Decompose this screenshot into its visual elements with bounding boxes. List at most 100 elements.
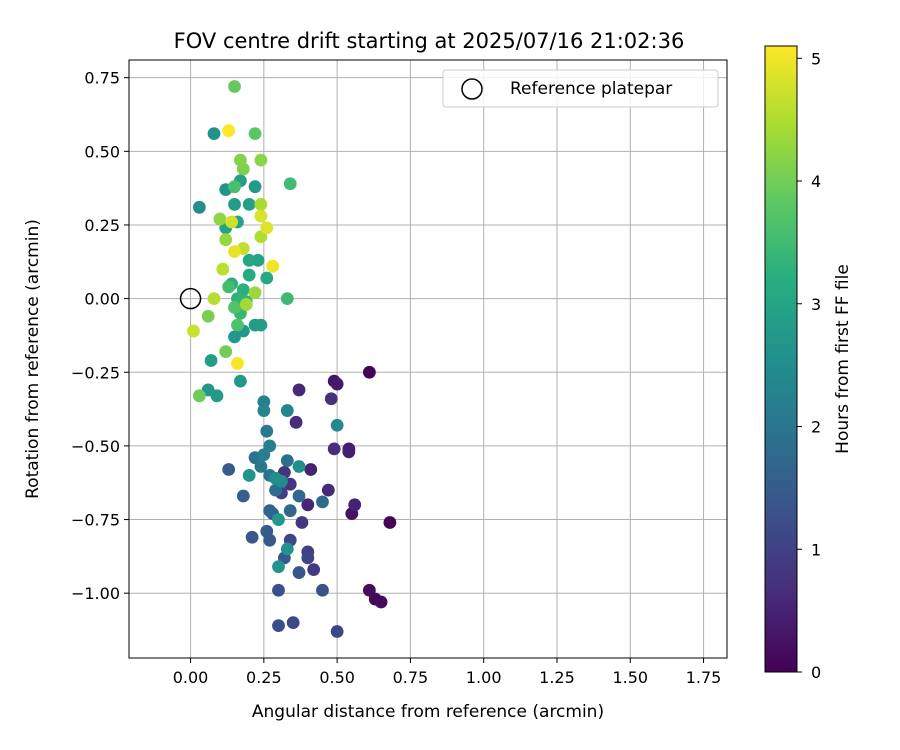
x-tick-label: 1.50 xyxy=(612,668,648,687)
data-point xyxy=(260,271,274,285)
data-point xyxy=(263,439,277,453)
data-point xyxy=(374,595,388,609)
data-points xyxy=(179,80,397,638)
data-point xyxy=(292,460,306,473)
data-point xyxy=(272,583,285,597)
x-axis-label: Angular distance from reference (arcmin) xyxy=(252,702,604,722)
y-tick-label: 0.75 xyxy=(84,69,120,88)
data-point xyxy=(216,262,230,276)
data-point xyxy=(242,197,256,211)
data-point xyxy=(292,383,306,397)
data-point xyxy=(272,619,285,632)
data-point xyxy=(187,324,200,338)
data-point xyxy=(192,200,206,214)
reference-platepar-marker xyxy=(179,287,202,310)
data-point xyxy=(348,498,362,512)
data-point xyxy=(222,280,236,294)
data-point xyxy=(248,180,262,194)
data-point xyxy=(272,513,285,526)
data-point xyxy=(321,483,335,497)
x-tick-label: 0.25 xyxy=(246,668,282,687)
plot-frame xyxy=(128,59,728,659)
data-point xyxy=(228,180,241,194)
data-point xyxy=(260,221,274,235)
data-point xyxy=(210,389,224,403)
data-point xyxy=(362,365,376,379)
data-point xyxy=(342,445,356,459)
data-point xyxy=(222,463,236,476)
data-point xyxy=(225,215,238,229)
y-tick-label: −0.75 xyxy=(71,511,120,530)
x-tick-label: 1.25 xyxy=(539,668,575,687)
x-tick-label: 1.00 xyxy=(466,668,502,687)
data-point xyxy=(245,530,259,544)
data-point xyxy=(260,524,274,538)
data-point xyxy=(295,516,309,529)
y-tick-label: 0.00 xyxy=(84,290,120,309)
data-point xyxy=(292,489,306,503)
data-point xyxy=(254,209,268,223)
data-point xyxy=(289,415,303,429)
colorbar-tick-label: 2 xyxy=(811,418,821,437)
data-point xyxy=(301,498,315,512)
x-axis-ticks: 0.00 0.25 0.50 0.75 1.00 1.25 1.50 1.75 xyxy=(173,658,722,687)
colorbar-tick-label: 1 xyxy=(811,540,821,559)
data-point xyxy=(254,460,268,473)
data-point xyxy=(266,259,280,273)
data-point xyxy=(248,286,262,300)
data-point xyxy=(254,197,268,211)
data-point xyxy=(204,354,218,367)
x-tick-label: 1.75 xyxy=(686,668,722,687)
colorbar-ticks: 0 1 2 3 4 5 xyxy=(797,49,821,682)
data-point xyxy=(207,127,221,141)
data-point xyxy=(239,298,253,311)
legend: Reference platepar xyxy=(442,69,719,108)
legend-marker xyxy=(461,78,483,100)
legend-entry: Reference platepar xyxy=(510,79,672,99)
data-point xyxy=(307,563,321,577)
data-point xyxy=(301,551,315,565)
colorbar-label: Hours from first FF file xyxy=(833,264,853,454)
colorbar: 0 1 2 3 4 5 Hours from first FF file xyxy=(764,45,853,682)
data-point xyxy=(324,392,338,406)
data-point xyxy=(362,583,376,597)
y-tick-label: −0.25 xyxy=(71,363,120,382)
data-point xyxy=(330,418,344,432)
data-point xyxy=(292,566,306,579)
data-point xyxy=(257,404,271,417)
data-point xyxy=(316,583,329,597)
data-point xyxy=(254,318,268,332)
data-point xyxy=(383,516,397,529)
data-point xyxy=(219,233,233,247)
data-point xyxy=(242,253,256,267)
data-point xyxy=(316,495,329,509)
data-point xyxy=(280,454,294,468)
data-point xyxy=(236,489,250,503)
data-point xyxy=(231,357,244,370)
data-point xyxy=(242,468,256,482)
data-point xyxy=(213,212,227,226)
data-point xyxy=(248,127,262,141)
data-point xyxy=(269,471,282,485)
data-point xyxy=(207,292,221,306)
colorbar-tick-label: 4 xyxy=(811,172,821,191)
y-axis-ticks: −1.00 −0.75 −0.50 −0.25 0.00 0.25 0.50 0.75 xyxy=(71,69,129,603)
data-point xyxy=(228,301,241,314)
x-tick-label: 0.50 xyxy=(319,668,355,687)
data-point xyxy=(192,389,206,403)
data-point xyxy=(228,80,241,93)
data-point xyxy=(330,625,344,638)
legend-box xyxy=(442,69,719,108)
colorbar-tick-label: 5 xyxy=(811,49,821,68)
chart-title: FOV centre drift starting at 2025/07/16 … xyxy=(174,29,685,53)
data-point xyxy=(286,616,300,630)
data-point xyxy=(222,124,236,138)
data-point xyxy=(283,177,297,191)
colorbar-tick-label: 3 xyxy=(811,295,821,314)
y-tick-label: 0.25 xyxy=(84,216,120,235)
data-point xyxy=(233,374,247,388)
data-point xyxy=(257,395,271,409)
x-tick-label: 0.00 xyxy=(173,668,209,687)
data-point xyxy=(327,442,341,456)
